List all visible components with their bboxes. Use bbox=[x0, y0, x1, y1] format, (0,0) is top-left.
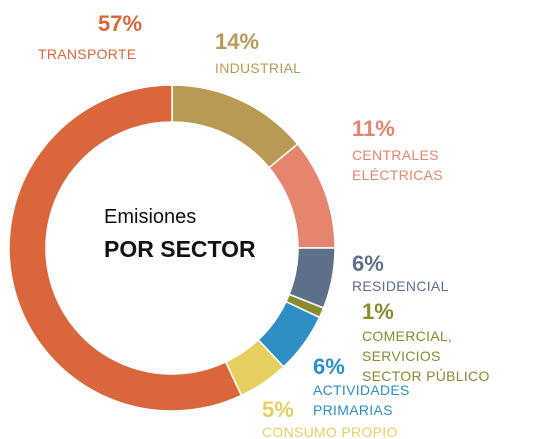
slice bbox=[268, 143, 336, 249]
category-label: TRANSPORTE bbox=[38, 46, 137, 62]
slice bbox=[8, 84, 243, 412]
category-label: COMERCIAL, SERVICIOS SECTOR PÚBLICO bbox=[362, 328, 490, 384]
category-label: CONSUMO PROPIO bbox=[262, 424, 398, 439]
value-label: 11% bbox=[352, 116, 395, 141]
value-label: 14% bbox=[215, 29, 260, 54]
category-label: INDUSTRIAL bbox=[215, 60, 302, 76]
chart-title: Emisiones bbox=[104, 206, 197, 228]
value-label: 6% bbox=[313, 354, 345, 379]
value-label: 1% bbox=[362, 299, 394, 324]
value-label: 6% bbox=[352, 251, 384, 276]
value-label: 5% bbox=[262, 397, 294, 422]
slice bbox=[171, 84, 299, 169]
category-label: ACTIVIDADES PRIMARIAS bbox=[313, 382, 410, 418]
category-label: RESIDENCIAL bbox=[352, 278, 449, 294]
category-label: CENTRALES ELÉCTRICAS bbox=[352, 147, 443, 183]
chart-subtitle: POR SECTOR bbox=[104, 236, 256, 262]
value-label: 57% bbox=[98, 11, 143, 36]
